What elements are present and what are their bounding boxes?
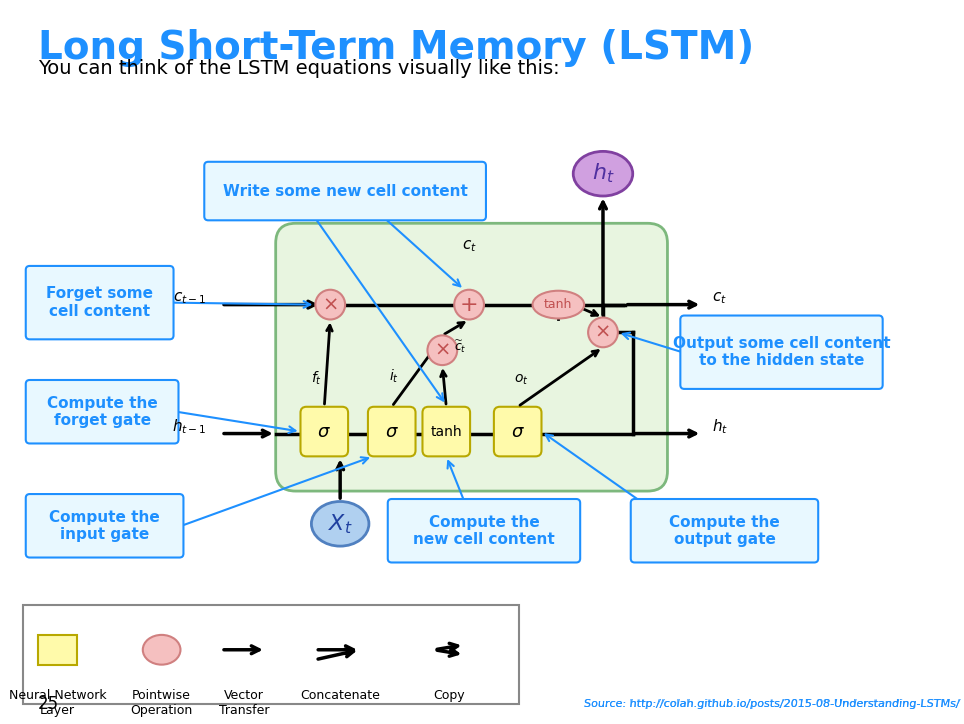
FancyBboxPatch shape xyxy=(23,605,519,704)
Text: Neural Network
Layer: Neural Network Layer xyxy=(9,689,106,717)
Text: 25: 25 xyxy=(38,695,59,713)
Text: Concatenate: Concatenate xyxy=(300,689,380,702)
Text: $\sigma$: $\sigma$ xyxy=(511,423,524,441)
Text: $\sigma$: $\sigma$ xyxy=(317,423,332,441)
Ellipse shape xyxy=(532,291,584,319)
Text: Compute the
new cell content: Compute the new cell content xyxy=(414,515,555,547)
Text: $i_t$: $i_t$ xyxy=(388,368,399,385)
Ellipse shape xyxy=(311,502,369,546)
Text: $o_t$: $o_t$ xyxy=(515,373,529,387)
Text: Compute the
forget gate: Compute the forget gate xyxy=(46,395,157,428)
Text: tanh: tanh xyxy=(431,424,462,439)
Text: $\sigma$: $\sigma$ xyxy=(385,423,399,441)
Text: +: + xyxy=(460,295,478,315)
Circle shape xyxy=(454,290,484,319)
Text: ×: × xyxy=(595,323,611,342)
Text: Output some cell content
to the hidden state: Output some cell content to the hidden s… xyxy=(673,336,891,369)
FancyBboxPatch shape xyxy=(204,161,486,220)
Text: $c_t$: $c_t$ xyxy=(462,238,476,254)
Text: $c_{t-1}$: $c_{t-1}$ xyxy=(173,290,206,306)
Text: Compute the
output gate: Compute the output gate xyxy=(669,515,780,547)
Text: Forget some
cell content: Forget some cell content xyxy=(46,287,153,319)
FancyBboxPatch shape xyxy=(630,499,818,563)
Text: ×: × xyxy=(322,295,338,314)
FancyBboxPatch shape xyxy=(301,407,348,456)
FancyBboxPatch shape xyxy=(26,266,174,340)
Text: You can think of the LSTM equations visually like this:: You can think of the LSTM equations visu… xyxy=(38,59,559,77)
FancyBboxPatch shape xyxy=(494,407,542,456)
Text: $h_t$: $h_t$ xyxy=(712,417,728,436)
Text: Write some new cell content: Write some new cell content xyxy=(223,184,468,198)
Text: $h_t$: $h_t$ xyxy=(592,162,614,185)
FancyBboxPatch shape xyxy=(26,380,178,444)
FancyBboxPatch shape xyxy=(368,407,415,456)
Text: Pointwise
Operation: Pointwise Operation xyxy=(130,689,193,717)
Text: $h_{t-1}$: $h_{t-1}$ xyxy=(172,417,206,436)
Ellipse shape xyxy=(143,635,180,665)
Text: Vector
Transfer: Vector Transfer xyxy=(219,689,269,717)
Text: Source: http://colah.github.io/posts/2015-08-Understanding-LSTMs/: Source: http://colah.github.io/posts/201… xyxy=(584,699,960,710)
Text: Long Short-Term Memory (LSTM): Long Short-Term Memory (LSTM) xyxy=(38,29,754,67)
FancyBboxPatch shape xyxy=(388,499,580,563)
Text: $\widetilde{c}_t$: $\widetilde{c}_t$ xyxy=(454,339,467,355)
Text: Compute the
input gate: Compute the input gate xyxy=(49,510,160,542)
Text: $c_t$: $c_t$ xyxy=(712,290,727,306)
Text: Source: http://colah.github.io/posts/2015-08-Understanding-LSTMs/: Source: http://colah.github.io/posts/201… xyxy=(584,699,960,710)
FancyBboxPatch shape xyxy=(422,407,470,456)
Circle shape xyxy=(588,318,618,348)
Text: $X_t$: $X_t$ xyxy=(328,512,353,536)
Ellipse shape xyxy=(574,151,632,196)
FancyBboxPatch shape xyxy=(26,494,183,557)
Bar xyxy=(38,635,77,665)
Text: Copy: Copy xyxy=(434,689,465,702)
Text: tanh: tanh xyxy=(544,298,573,311)
FancyBboxPatch shape xyxy=(681,316,883,389)
Circle shape xyxy=(315,290,345,319)
Text: ×: × xyxy=(434,341,450,360)
Circle shape xyxy=(427,335,457,365)
Text: $f_t$: $f_t$ xyxy=(310,369,322,387)
FancyBboxPatch shape xyxy=(276,223,667,491)
